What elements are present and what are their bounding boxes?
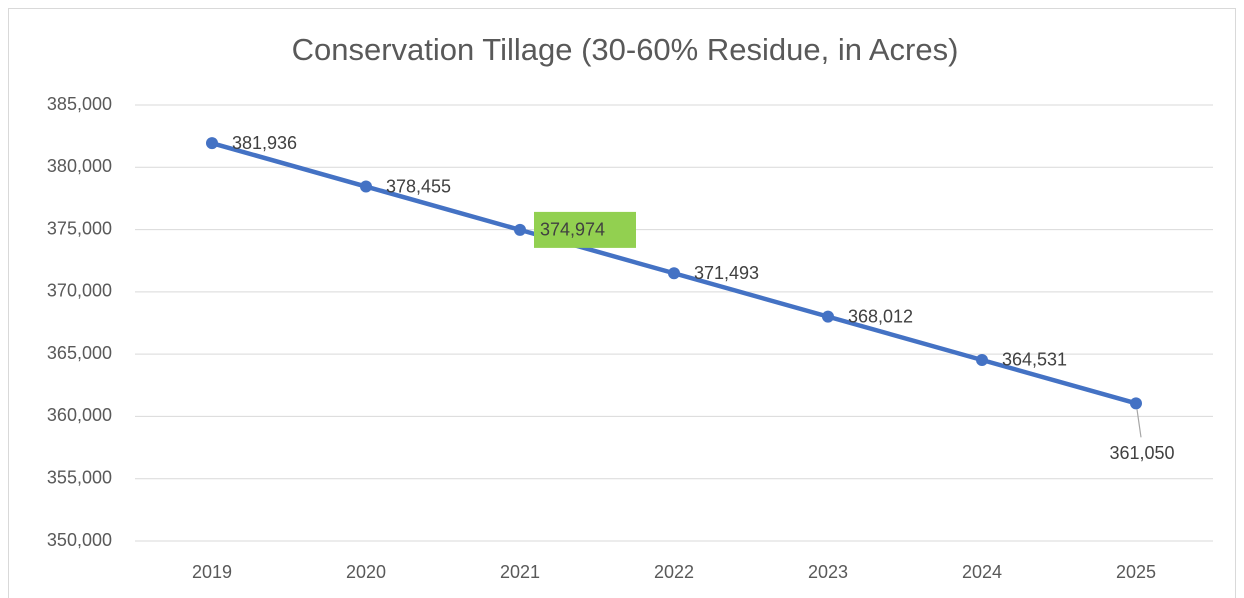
y-tick-label: 350,000 (47, 530, 112, 550)
marker (668, 267, 680, 280)
y-tick-label: 365,000 (47, 343, 112, 363)
x-tick-label: 2019 (192, 562, 232, 582)
y-tick-label: 355,000 (47, 467, 112, 487)
marker (1130, 397, 1142, 410)
x-tick-label: 2022 (654, 562, 694, 582)
y-tick-label: 375,000 (47, 218, 112, 238)
x-tick-label: 2021 (500, 562, 540, 582)
x-tick-label: 2024 (962, 562, 1002, 582)
marker (976, 353, 988, 366)
marker (360, 180, 372, 193)
data-label: 364,531 (1002, 350, 1067, 370)
y-tick-label: 380,000 (47, 156, 112, 176)
x-tick-label: 2025 (1116, 562, 1156, 582)
data-label: 368,012 (848, 306, 913, 326)
data-label: 361,050 (1109, 443, 1174, 463)
chart-frame (8, 8, 1236, 598)
chart-title: Conservation Tillage (30-60% Residue, in… (292, 32, 959, 67)
data-label: 381,936 (232, 133, 297, 153)
data-label: 374,974 (540, 220, 605, 240)
x-tick-label: 2020 (346, 562, 386, 582)
x-tick-label: 2023 (808, 562, 848, 582)
data-label: 378,455 (386, 176, 451, 196)
data-label: 371,493 (694, 263, 759, 283)
leader-line (1136, 409, 1142, 438)
y-tick-label: 370,000 (47, 281, 112, 301)
y-tick-label: 360,000 (47, 405, 112, 425)
label-highlight (534, 211, 636, 248)
y-tick-label: 385,000 (47, 94, 112, 114)
marker (206, 137, 218, 150)
marker (514, 223, 526, 236)
marker (822, 310, 834, 323)
